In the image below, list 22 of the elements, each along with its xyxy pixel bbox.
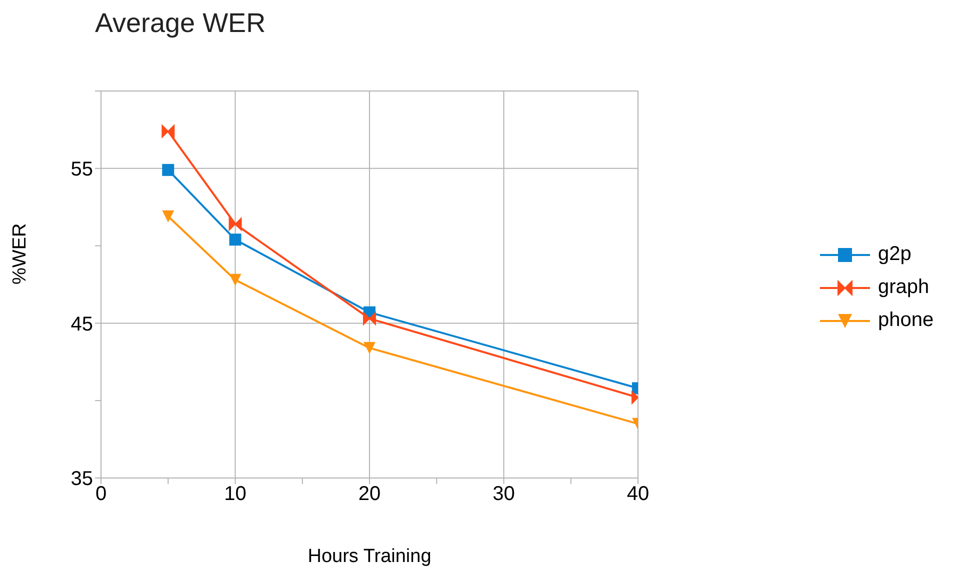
point	[363, 312, 376, 326]
point	[229, 274, 242, 286]
x-tick-label: 0	[95, 483, 107, 506]
x-tick-label: 40	[626, 483, 650, 506]
x-tick-label: 10	[224, 483, 246, 506]
y-tick-label: 55	[70, 158, 93, 180]
x-axis-title: Hours Training	[308, 546, 432, 567]
point	[364, 342, 376, 354]
point	[228, 218, 242, 231]
point	[162, 210, 174, 222]
legend-label: g2p	[878, 243, 912, 266]
x-tick-label: 30	[492, 483, 515, 506]
y-tick-label: 45	[70, 313, 93, 336]
legend-label: phone	[878, 309, 934, 332]
x-tick-label: 20	[358, 483, 381, 506]
y-tick-label: 35	[70, 468, 93, 490]
chart-title: Average WER	[95, 8, 266, 39]
point	[162, 164, 174, 176]
y-axis-title: %WER	[10, 223, 31, 284]
legend-label: graph	[878, 276, 930, 299]
point	[229, 234, 242, 246]
point	[162, 124, 175, 138]
